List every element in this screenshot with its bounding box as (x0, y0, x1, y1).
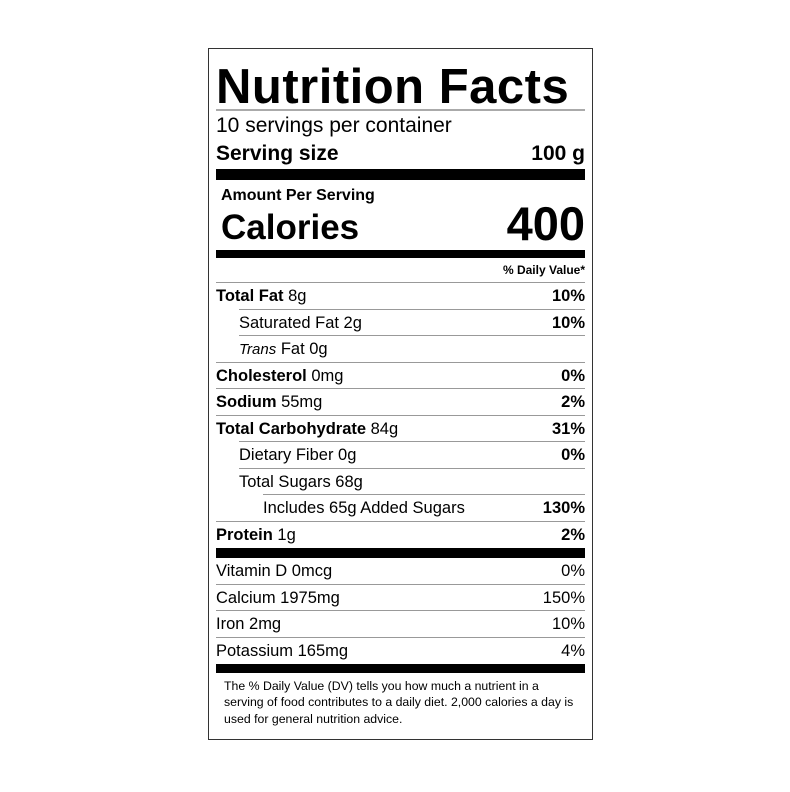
vitamin-row: Potassium 165mg 4% (216, 638, 585, 664)
nutrient-daily-value: 130% (542, 499, 585, 517)
amount-per-serving: Amount Per Serving (221, 187, 375, 204)
nutrient-row: Saturated Fat 2g 10% (216, 309, 585, 337)
calories-row: Calories 400 (216, 200, 585, 247)
vitamin-daily-value: 150% (542, 588, 585, 607)
vitamin-label: Vitamin D 0mcg (216, 562, 333, 580)
nutrient-amount: 55mg (276, 393, 323, 411)
nutrient-amount: 0mg (306, 366, 344, 385)
nutrient-label: Total Fat 8g (216, 283, 306, 310)
nutrient-name: Total Carbohydrate (216, 419, 367, 438)
serving-size: Serving size 100 g (216, 141, 585, 167)
vitamin-daily-value: 0% (561, 562, 585, 580)
nutrient-row: Sodium 55mg 2% (216, 389, 585, 416)
vitamin-daily-value: 10% (551, 615, 585, 634)
serving-size-label: Serving size (216, 142, 339, 165)
nutrient-row: Total Fat 8g 10% (216, 283, 585, 310)
nutrition-facts-label: Nutrition Facts 10 servings per containe… (208, 48, 593, 740)
nutrient-label: Dietary Fiber 0g (239, 442, 356, 469)
nutrient-amount: 8g (283, 287, 307, 305)
nutrient-amount: Fat 0g (276, 340, 328, 358)
nutrient-name: Protein (216, 525, 273, 544)
nutrient-daily-value: 10% (551, 287, 585, 305)
nutrient-daily-value: 31% (551, 419, 585, 438)
nutrient-label: Sodium 55mg (216, 389, 322, 415)
servings-per-container: 10 servings per container (216, 114, 452, 137)
vitamin-label: Calcium 1975mg (216, 588, 340, 607)
nutrient-name: Cholesterol (216, 366, 307, 385)
vitamin-daily-value: 4% (561, 642, 585, 661)
nutrient-amount: 1g (272, 525, 296, 544)
vitamin-label: Iron 2mg (216, 615, 282, 634)
vitamin-row: Calcium 1975mg 150% (216, 585, 585, 612)
thick-divider (216, 548, 585, 558)
nutrient-amount: Saturated Fat 2g (239, 313, 362, 332)
serving-size-value: 100 g (531, 142, 585, 165)
nutrient-row: Includes 65g Added Sugars 130% (216, 495, 585, 522)
nutrient-row: Trans Fat 0g (216, 336, 585, 363)
nutrient-name: Total Fat (216, 287, 284, 305)
nutrient-label: Cholesterol 0mg (216, 363, 343, 389)
vitamin-label: Potassium 165mg (216, 642, 349, 661)
nutrient-daily-value: 0% (561, 446, 585, 464)
divider (216, 109, 585, 111)
daily-value-header: % Daily Value* (216, 258, 585, 283)
nutrient-daily-value: 2% (561, 393, 585, 411)
nutrient-row: Dietary Fiber 0g 0% (216, 442, 585, 469)
nutrient-label: Total Sugars 68g (239, 469, 363, 496)
nutrient-amount: 84g (366, 419, 399, 438)
nutrient-list: Total Fat 8g 10% Saturated Fat 2g 10% Trans … (216, 283, 585, 547)
vitamin-list: Vitamin D 0mcg 0% Calcium 1975mg 150% Iron 2… (216, 558, 585, 664)
nutrient-label: Total Carbohydrate 84g (216, 416, 398, 443)
nutrient-label: Saturated Fat 2g (239, 310, 362, 337)
nutrient-amount: Includes 65g Added Sugars (263, 499, 465, 517)
nutrient-name: Sodium (216, 393, 277, 411)
calories-value: 400 (506, 197, 585, 250)
nutrient-row: Cholesterol 0mg 0% (216, 363, 585, 389)
medium-divider (216, 250, 585, 258)
vitamin-row: Iron 2mg 10% (216, 611, 585, 639)
nutrient-daily-value: 10% (551, 313, 585, 332)
nutrient-row: Total Carbohydrate 84g 31% (216, 415, 585, 443)
vitamin-row: Vitamin D 0mcg 0% (216, 558, 585, 585)
nutrient-name-italic: Trans (239, 341, 277, 358)
nutrient-row: Total Sugars 68g (216, 468, 585, 496)
nutrient-label: Trans Fat 0g (239, 336, 328, 362)
calories-label: Calories (221, 208, 360, 247)
nutrient-label: Protein 1g (216, 522, 296, 548)
nutrient-daily-value: 2% (561, 525, 585, 544)
nutrient-amount: Dietary Fiber 0g (239, 446, 357, 464)
nutrient-label: Includes 65g Added Sugars (263, 495, 465, 521)
footnote: The % Daily Value (DV) tells you how muc… (224, 678, 574, 726)
nutrient-amount: Total Sugars 68g (239, 472, 363, 491)
thick-divider (216, 663, 585, 673)
nutrient-daily-value: 0% (561, 366, 585, 385)
thick-divider (216, 169, 585, 180)
nutrient-row: Protein 1g 2% (216, 522, 585, 548)
label-title: Nutrition Facts (216, 60, 570, 114)
